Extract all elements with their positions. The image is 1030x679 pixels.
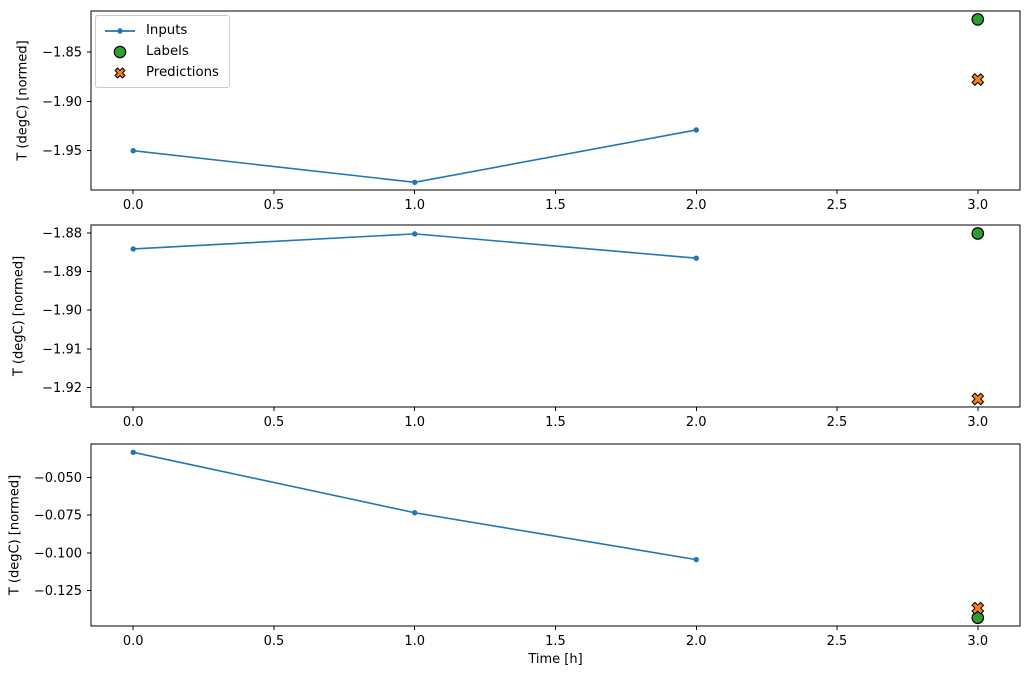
legend-item-labels: Labels — [103, 41, 219, 62]
subplot-1-x-tick-label: 0.0 — [123, 198, 144, 213]
subplot-2-inputs-line — [133, 233, 697, 259]
subplot-2-inputs-marker — [412, 231, 418, 237]
subplot-1-predictions-marker — [971, 73, 985, 87]
subplot-2-x-tick-label: 2.0 — [686, 415, 707, 430]
legend-item-predictions: Predictions — [103, 62, 219, 83]
subplot-1-labels-marker — [971, 13, 985, 26]
subplot-3-y-tick-label: −0.100 — [34, 546, 82, 561]
subplot-2-y-axis-label: T (degC) [normed] — [12, 256, 27, 377]
subplot-3-inputs-marker — [130, 449, 136, 456]
subplot-1-y-tick-label: −1.95 — [42, 144, 82, 159]
subplot-1-inputs-marker — [693, 127, 699, 133]
subplot-1-y-axis-label: T (degC) [normed] — [16, 40, 31, 161]
legend-label-inputs: Inputs — [146, 23, 188, 38]
subplot-3-x-tick-label: 3.0 — [967, 634, 988, 649]
subplot-3-x-tick-label: 2.5 — [827, 634, 848, 649]
subplot-1-axes-frame — [90, 10, 1021, 191]
subplot-3-y-tick-label: −0.125 — [34, 584, 82, 599]
x-axis-label: Time [h] — [527, 652, 582, 667]
subplot-3-x-tick-label: 0.5 — [264, 634, 285, 649]
subplot-3-axes-frame — [90, 443, 1021, 627]
subplot-3-predictions-marker — [971, 601, 985, 615]
subplot-2-y-tick-label: −1.92 — [42, 381, 82, 396]
subplot-3-labels-marker — [971, 611, 985, 625]
subplot-2-x-tick-label: 1.0 — [404, 415, 425, 430]
subplot-1-x-tick-label: 3.0 — [967, 198, 988, 213]
subplot-2-y-tick-label: −1.88 — [42, 227, 82, 242]
subplot-2-y-tick-label: −1.91 — [42, 342, 82, 357]
subplot-3-x-tick-label: 1.5 — [545, 634, 566, 649]
subplot-3-inputs-marker — [693, 556, 699, 563]
subplot-2-predictions-marker — [971, 392, 985, 406]
subplot-1-x-tick-label: 2.5 — [827, 198, 848, 213]
subplot-1-y-tick-label: −1.85 — [42, 45, 82, 60]
subplot-2-x-tick-label: 0.0 — [123, 415, 144, 430]
subplot-3-inputs-marker — [412, 510, 418, 516]
predictions-x-icon — [114, 66, 126, 79]
subplot-1-x-tick-label: 1.5 — [545, 198, 566, 213]
inputs-line-icon — [105, 27, 135, 34]
subplot-3-x-tick-label: 0.0 — [123, 634, 144, 649]
subplot-3-y-axis-label: T (degC) [normed] — [8, 475, 23, 596]
subplot-2-y-tick-label: −1.90 — [42, 304, 82, 319]
subplot-1-x-tick-label: 0.5 — [264, 198, 285, 213]
subplot-2-axes-frame — [90, 224, 1021, 408]
subplot-3-x-tick-label: 2.0 — [686, 634, 707, 649]
labels-circle-icon — [113, 45, 127, 58]
subplot-1-y-tick-label: −1.90 — [42, 95, 82, 110]
legend-label-predictions: Predictions — [146, 65, 219, 80]
subplot-2-inputs-marker — [693, 255, 699, 261]
subplot-2-inputs-marker — [130, 246, 136, 252]
subplot-2-x-tick-label: 1.5 — [545, 415, 566, 430]
subplot-3-y-tick-label: −0.050 — [34, 471, 82, 486]
subplot-1-x-tick-label: 2.0 — [686, 198, 707, 213]
subplot-1-inputs-line — [133, 129, 697, 184]
subplot-2-y-tick-label: −1.89 — [42, 265, 82, 280]
subplot-2-labels-marker — [971, 227, 985, 240]
subplot-1-inputs-marker — [130, 148, 136, 154]
legend: Inputs Labels Predictions — [95, 15, 230, 88]
subplot-2-x-tick-label: 2.5 — [827, 415, 848, 430]
legend-item-inputs: Inputs — [103, 20, 219, 41]
subplot-2-x-tick-label: 3.0 — [967, 415, 988, 430]
subplot-3-inputs-line — [133, 451, 697, 561]
subplot-3-x-tick-label: 1.0 — [404, 634, 425, 649]
subplot-1-x-tick-label: 1.0 — [404, 198, 425, 213]
legend-label-labels: Labels — [146, 44, 189, 59]
subplot-2-x-tick-label: 0.5 — [264, 415, 285, 430]
subplot-3-y-tick-label: −0.075 — [34, 509, 82, 524]
subplot-1-inputs-marker — [412, 179, 418, 185]
